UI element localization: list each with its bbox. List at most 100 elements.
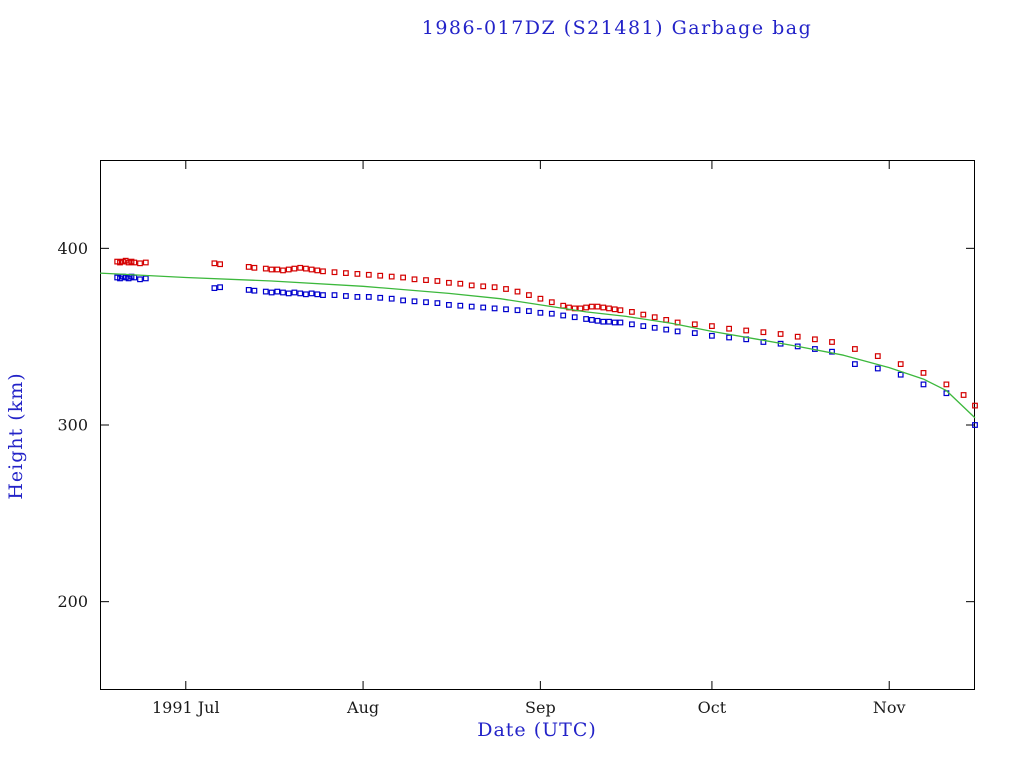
data-point-red-squares [874,353,881,360]
data-point-blue-squares [651,324,658,331]
data-point-blue-squares [920,381,927,388]
y-axis-label: Height (km) [5,372,27,500]
data-point-blue-squares [640,323,647,330]
data-point-red-squares [365,271,372,278]
data-point-red-squares [142,259,149,266]
data-point-blue-squares [262,288,269,295]
chart-title: 1986-017DZ (S21481) Garbage bag [421,17,813,39]
data-point-blue-squares [457,302,464,309]
data-point-red-squares [743,327,750,334]
y-tick-label: 300 [57,416,88,435]
x-tick-label: Oct [698,698,727,717]
data-point-blue-squares [548,310,555,317]
data-point-blue-squares [691,330,698,337]
data-point-red-squares [125,259,132,266]
data-point-blue-squares [480,304,487,311]
data-point-red-squares [526,292,532,299]
data-point-red-squares [628,309,635,315]
data-point-blue-squares [897,371,904,378]
data-point-red-squares [600,304,607,311]
series-blue-squares [114,273,978,428]
data-point-red-squares [897,361,904,368]
data-point-red-squares [960,392,967,398]
data-point-blue-squares [314,291,321,298]
data-point-red-squares [291,265,298,272]
data-point-red-squares [446,279,452,286]
data-point-red-squares [211,260,218,267]
x-axis-ticks: 1991 Jul Aug Sep Oct Nov [152,161,906,717]
data-point-blue-squares [571,314,578,321]
data-point-blue-squares [726,334,732,341]
data-point-blue-squares [303,291,309,298]
data-point-red-squares [468,282,475,289]
data-point-blue-squares [377,294,384,301]
data-point-red-squares [503,286,509,292]
data-point-blue-squares [245,286,252,293]
data-point-blue-squares [468,303,475,310]
data-point-blue-squares [268,289,275,296]
data-point-red-squares [251,264,258,271]
data-point-blue-squares [514,307,521,314]
data-point-blue-squares [320,292,326,299]
data-point-red-squares [262,265,269,272]
data-point-blue-squares [411,298,418,305]
data-point-blue-squares [560,312,567,319]
data-point-red-squares [811,336,818,343]
data-point-blue-squares [285,290,292,297]
x-tick-label: Nov [873,698,906,717]
data-point-blue-squares [400,297,406,304]
data-point-red-squares [691,321,698,328]
data-point-blue-squares [537,309,544,316]
data-point-red-squares [274,266,281,273]
y-axis-ticks: 200 300 400 [57,239,974,611]
data-point-red-squares [920,370,927,376]
data-point-blue-squares [446,302,452,308]
data-point-blue-squares [972,422,978,428]
data-point-red-squares [280,267,286,274]
data-point-red-squares [588,303,595,310]
data-point-blue-squares [829,348,835,355]
data-point-red-squares [268,266,275,273]
data-point-red-squares [760,329,767,336]
data-point-blue-squares [600,318,607,325]
data-point-red-squares [217,261,224,268]
data-point-blue-squares [526,308,532,315]
data-point-blue-squares [142,275,149,282]
data-point-red-squares [480,283,487,290]
data-point-red-squares [245,263,252,270]
data-point-red-squares [606,305,612,312]
data-point-red-squares [640,311,647,318]
data-point-red-squares [829,339,835,345]
data-point-blue-squares [606,318,612,325]
data-point-red-squares [663,317,670,323]
data-point-red-squares [548,299,555,306]
data-point-red-squares [617,307,624,314]
data-point-blue-squares [274,288,281,295]
data-point-blue-squares [331,292,338,299]
data-point-red-squares [537,295,544,302]
height-vs-date-chart: 1991 Jul Aug Sep Oct Nov 200 300 400 [57,160,978,717]
data-point-red-squares [583,304,589,311]
data-point-blue-squares [851,361,858,368]
data-point-blue-squares [388,295,395,302]
data-point-blue-squares [503,306,509,313]
data-point-red-squares [777,331,784,337]
data-point-red-squares [137,260,143,267]
data-point-blue-squares [137,276,143,283]
data-point-red-squares [314,267,321,274]
data-point-red-squares [851,346,858,352]
x-tick-label: Aug [346,698,379,717]
fit-line [99,272,976,419]
data-point-red-squares [794,333,801,340]
data-point-blue-squares [122,274,129,281]
data-point-red-squares [308,266,315,273]
data-point-red-squares [423,277,429,284]
data-point-blue-squares [434,300,441,307]
data-point-red-squares [377,272,384,279]
x-tick-label: 1991 Jul [152,698,220,717]
series-green-line [99,272,976,419]
data-point-red-squares [400,274,406,281]
data-point-blue-squares [663,326,670,333]
data-point-red-squares [514,288,521,295]
y-tick-label: 200 [57,592,88,611]
